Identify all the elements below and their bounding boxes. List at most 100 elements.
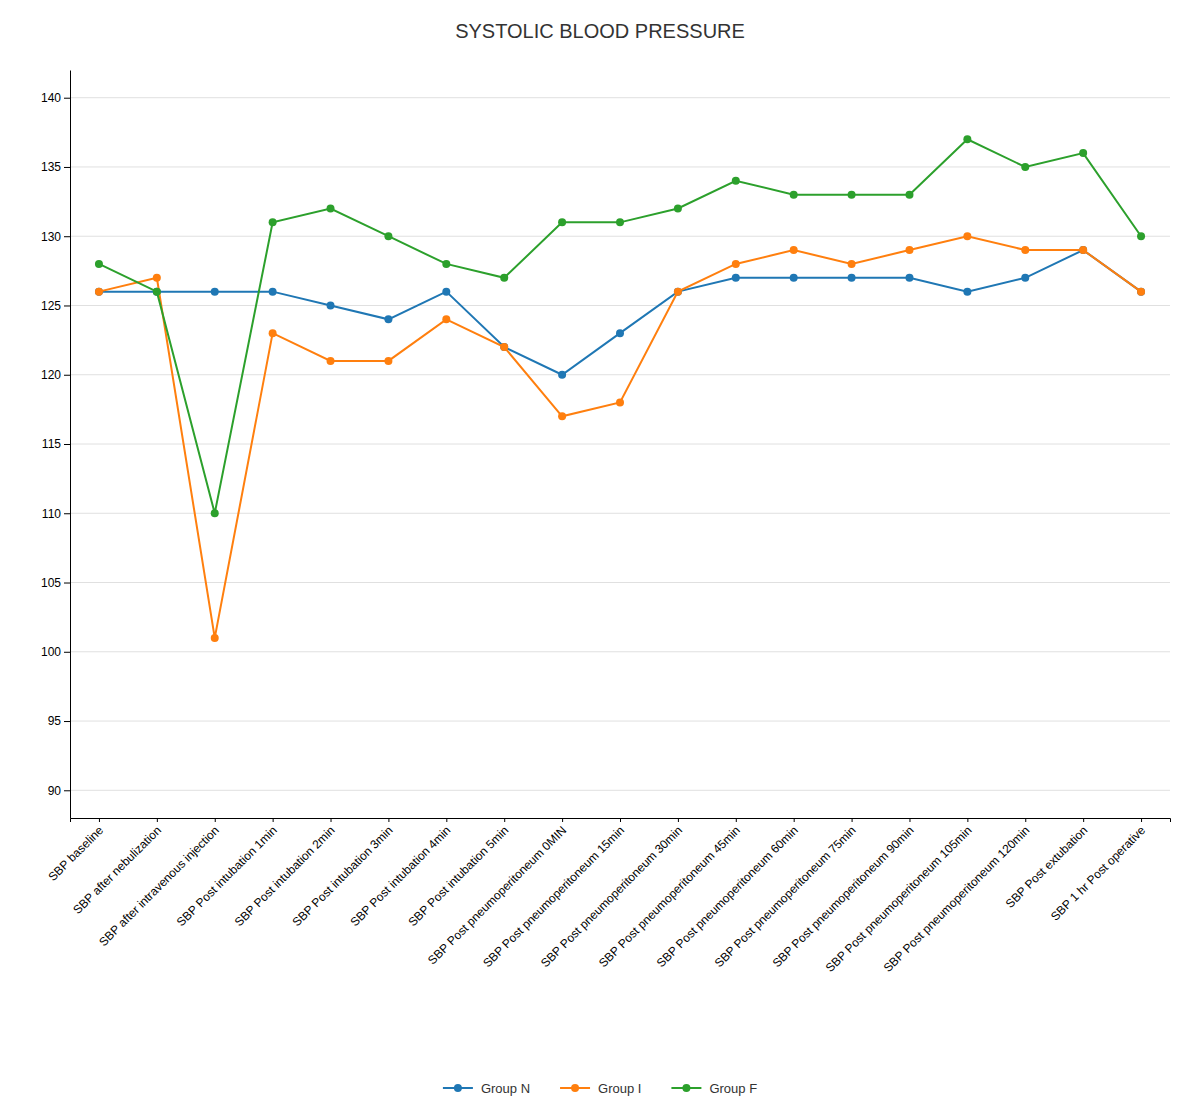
title: SYSTOLIC BLOOD PRESSURE	[455, 20, 745, 42]
tick-label: SBP Post intubation 3min	[290, 823, 396, 929]
legend-item: Group I	[560, 1081, 641, 1096]
grid-line	[70, 582, 1170, 583]
tick-mark	[388, 818, 389, 822]
data-point	[1021, 274, 1029, 282]
tick-mark	[446, 818, 447, 822]
legend-item: Group N	[443, 1081, 530, 1096]
tick-mark	[215, 818, 216, 822]
tick-mark	[562, 818, 563, 822]
data-point	[1079, 149, 1087, 157]
data-point	[616, 329, 624, 337]
data-point	[500, 343, 508, 351]
data-point	[1079, 246, 1087, 254]
data-point	[95, 288, 103, 296]
data-point	[905, 191, 913, 199]
grid-line	[70, 236, 1170, 237]
tick-label: SBP baseline	[45, 823, 106, 884]
tick-mark	[331, 818, 332, 822]
tick-label: SBP Post intubation 2min	[232, 823, 338, 929]
data-point	[963, 288, 971, 296]
grid-line	[70, 721, 1170, 722]
data-point	[153, 288, 161, 296]
tick-label: 130	[41, 230, 61, 244]
data-point	[616, 398, 624, 406]
grid-line	[70, 513, 1170, 514]
tick-label: 105	[41, 576, 61, 590]
series-line	[99, 139, 1141, 513]
y-tick: 130	[41, 230, 70, 244]
data-point	[153, 274, 161, 282]
data-point	[327, 301, 335, 309]
x-tick: SBP Post intubation 2min	[232, 818, 338, 929]
data-point	[1021, 163, 1029, 171]
tick-mark	[64, 167, 70, 168]
y-tick: 140	[41, 91, 70, 105]
legend-label: Group F	[709, 1081, 757, 1096]
x-axis: SBP baselineSBP after nebulizationSBP af…	[45, 818, 1170, 975]
tick-mark	[64, 305, 70, 306]
data-point	[790, 246, 798, 254]
tick-mark	[1025, 818, 1026, 822]
tick-label: 135	[41, 160, 61, 174]
tick-label: SBP Post intubation 1min	[174, 823, 280, 929]
y-tick: 95	[48, 714, 70, 728]
data-point	[558, 371, 566, 379]
series-line	[99, 236, 1141, 638]
data-point	[905, 274, 913, 282]
legend-marker	[454, 1084, 462, 1092]
data-point	[963, 232, 971, 240]
series-markers	[95, 232, 1145, 642]
data-point	[674, 288, 682, 296]
data-point	[1021, 246, 1029, 254]
grid-line	[70, 166, 1170, 167]
data-point	[616, 218, 624, 226]
data-point	[153, 288, 161, 296]
legend-marker	[571, 1084, 579, 1092]
grid-line	[70, 444, 1170, 445]
tick-mark	[64, 652, 70, 653]
tick-label: SBP after intravenous injection	[96, 823, 222, 949]
tick-mark	[64, 513, 70, 514]
x-tick: SBP Post intubation 3min	[290, 818, 396, 929]
tick-label: 140	[41, 91, 61, 105]
y-tick: 115	[42, 437, 70, 451]
tick-mark	[64, 790, 70, 791]
axis-line	[70, 71, 71, 819]
tick-mark	[64, 236, 70, 237]
tick-mark	[678, 818, 679, 822]
tick-mark	[794, 818, 795, 822]
tick-label: 125	[41, 299, 61, 313]
data-point	[558, 218, 566, 226]
grid-line	[70, 305, 1170, 306]
data-point	[732, 177, 740, 185]
plot-area	[95, 135, 1145, 642]
x-tick: SBP Post intubation 1min	[174, 818, 280, 929]
tick-mark	[157, 818, 158, 822]
data-point	[384, 232, 392, 240]
x-tick: SBP Post intubation 5min	[405, 818, 511, 929]
data-point	[905, 246, 913, 254]
series-markers	[95, 135, 1145, 517]
data-point	[1137, 288, 1145, 296]
data-point	[848, 274, 856, 282]
tick-mark	[620, 818, 621, 822]
tick-mark	[504, 818, 505, 822]
y-tick: 90	[48, 784, 70, 798]
tick-mark	[909, 818, 910, 822]
legend-label: Group I	[598, 1081, 641, 1096]
data-point	[327, 357, 335, 365]
data-point	[500, 274, 508, 282]
tick-label: 110	[42, 507, 61, 521]
tick-mark	[64, 375, 70, 376]
data-point	[790, 191, 798, 199]
grid-line	[70, 651, 1170, 652]
data-point	[269, 329, 277, 337]
data-point	[327, 205, 335, 213]
data-point	[442, 315, 450, 323]
chart: SYSTOLIC BLOOD PRESSURE90951001051101151…	[0, 0, 1200, 1118]
tick-label: SBP 1 hr Post operative	[1048, 823, 1149, 924]
tick-mark	[64, 583, 70, 584]
data-point	[1137, 232, 1145, 240]
data-point	[732, 274, 740, 282]
grid	[70, 98, 1170, 791]
